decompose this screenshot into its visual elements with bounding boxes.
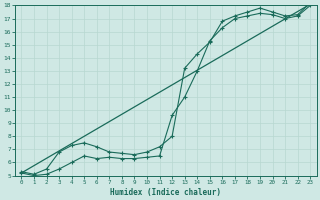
X-axis label: Humidex (Indice chaleur): Humidex (Indice chaleur) bbox=[110, 188, 221, 197]
